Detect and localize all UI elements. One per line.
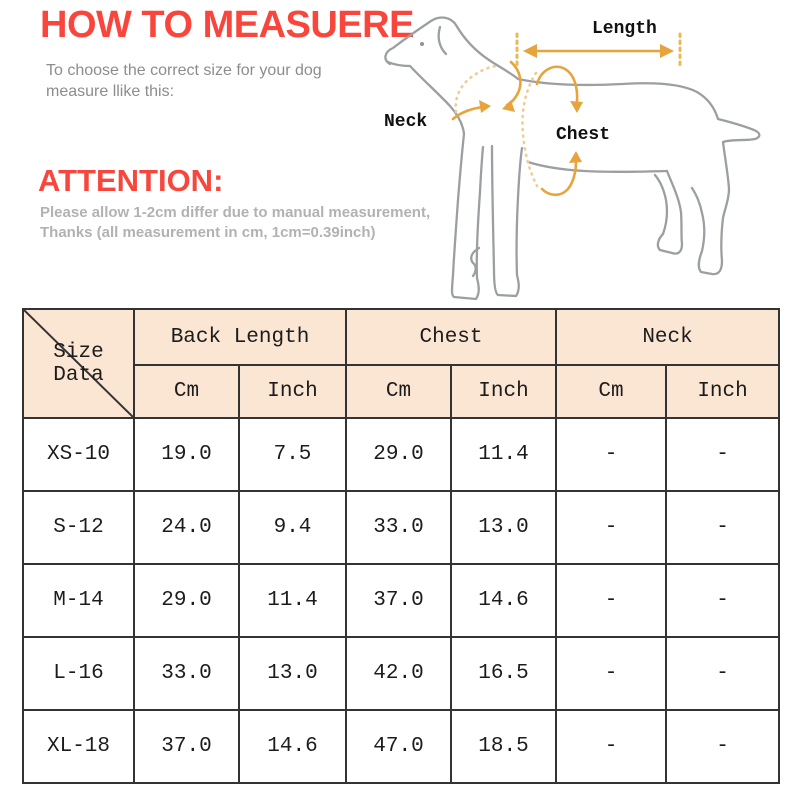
table-cell: 29.0 <box>133 563 240 638</box>
table-row: L-16 33.0 13.0 42.0 16.5 - - <box>22 636 781 711</box>
table-cell: - <box>665 417 781 492</box>
size-label: L-16 <box>22 636 135 711</box>
table-cell: 18.5 <box>449 709 558 784</box>
table-cell: - <box>555 417 668 492</box>
subheader-neck-cm: Cm <box>555 364 668 419</box>
subtitle-line2: measure llike this: <box>46 83 175 100</box>
subtitle-line1: To choose the correct size for your dog <box>46 62 322 79</box>
dotted-measure-guides <box>454 64 539 188</box>
table-cell: 7.5 <box>238 417 347 492</box>
table-cell: 29.0 <box>345 417 452 492</box>
table-cell: 11.4 <box>238 563 347 638</box>
subtitle: To choose the correct size for your dog … <box>46 60 322 102</box>
measure-arrows <box>451 49 671 197</box>
page-title: HOW TO MEASUERE <box>40 4 414 46</box>
table-row: XL-18 37.0 14.6 47.0 18.5 - - <box>22 709 781 784</box>
size-label: M-14 <box>22 563 135 638</box>
attention-line2: Thanks (all measurement in cm, 1cm=0.39i… <box>40 224 376 241</box>
table-cell: 13.0 <box>449 490 558 565</box>
length-label: Length <box>592 19 657 39</box>
subheader-neck-inch: Inch <box>665 364 781 419</box>
table-cell: 33.0 <box>133 636 240 711</box>
column-group-back-length: Back Length <box>133 308 347 366</box>
table-cell: - <box>555 563 668 638</box>
table-cell: 13.0 <box>238 636 347 711</box>
table-cell: - <box>555 709 668 784</box>
table-cell: - <box>665 636 781 711</box>
subheader-back-inch: Inch <box>238 364 347 419</box>
column-group-chest: Chest <box>344 308 558 366</box>
corner-label: Size Data <box>53 340 104 387</box>
subheader-chest-inch: Inch <box>449 364 558 419</box>
size-label: S-12 <box>22 490 135 565</box>
table-cell: - <box>665 490 781 565</box>
attention-note: Please allow 1-2cm differ due to manual … <box>40 203 430 243</box>
dog-outline-sketch <box>384 16 761 301</box>
table-cell: 14.6 <box>449 563 558 638</box>
column-group-neck: Neck <box>555 308 781 366</box>
table-cell: 16.5 <box>449 636 558 711</box>
table-cell: 14.6 <box>238 709 347 784</box>
table-cell: 47.0 <box>345 709 452 784</box>
dog-eye <box>420 42 424 46</box>
chest-label: Chest <box>556 125 610 145</box>
size-label: XL-18 <box>22 709 135 784</box>
table-row: XS-10 19.0 7.5 29.0 11.4 - - <box>22 417 781 492</box>
dog-measurement-diagram: Length Neck Chest <box>384 16 761 301</box>
table-cell: 19.0 <box>133 417 240 492</box>
arrowheads <box>479 44 674 163</box>
table-sub-header-row: Cm Inch Cm Inch Cm Inch <box>23 364 781 419</box>
neck-label: Neck <box>384 112 427 132</box>
table-cell: 9.4 <box>238 490 347 565</box>
length-dotted-ends <box>515 32 682 68</box>
table-cell: - <box>555 636 668 711</box>
table-cell: 33.0 <box>345 490 452 565</box>
table-cell: - <box>665 709 781 784</box>
table-cell: 24.0 <box>133 490 240 565</box>
table-group-header-row: Size Data Back Length Chest Neck <box>22 308 781 419</box>
table-cell: 37.0 <box>345 563 452 638</box>
subheader-chest-cm: Cm <box>345 364 452 419</box>
size-label: XS-10 <box>22 417 135 492</box>
table-row: S-12 24.0 9.4 33.0 13.0 - - <box>22 490 781 565</box>
attention-line1: Please allow 1-2cm differ due to manual … <box>40 204 431 221</box>
table-cell: - <box>555 490 668 565</box>
attention-title: ATTENTION: <box>38 163 224 198</box>
table-cell: - <box>665 563 781 638</box>
subheader-back-cm: Cm <box>133 364 240 419</box>
table-row: M-14 29.0 11.4 37.0 14.6 - - <box>22 563 781 638</box>
corner-diagonal-line <box>24 310 133 417</box>
size-table: Size Data Back Length Chest Neck Cm Inch… <box>22 308 781 784</box>
table-cell: 37.0 <box>133 709 240 784</box>
table-cell: 42.0 <box>345 636 452 711</box>
corner-cell-size-data: Size Data <box>22 308 135 419</box>
table-cell: 11.4 <box>449 417 558 492</box>
